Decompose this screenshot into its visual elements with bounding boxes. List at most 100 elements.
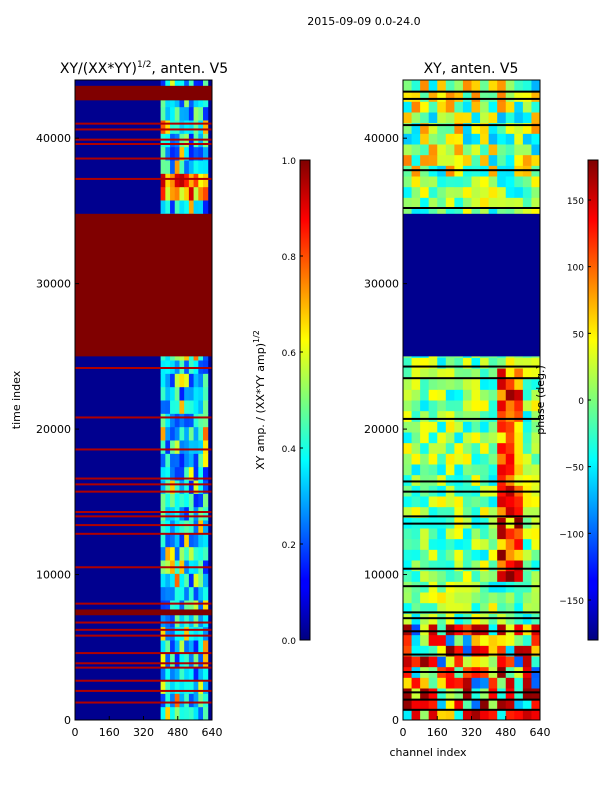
right-heatmap-cell [445, 496, 455, 508]
right-heatmap-cell [480, 112, 490, 124]
left-flag-row [75, 532, 212, 535]
left-heatmap-cell [165, 653, 171, 668]
right-ytick-label: 0 [392, 714, 399, 727]
right-heatmap-cell [497, 570, 507, 582]
right-heatmap-cell [531, 560, 540, 572]
left-heatmap-cell [170, 466, 176, 481]
right-flag-row [403, 708, 540, 711]
right-heatmap-cell [420, 208, 430, 220]
right-heatmap-cell [411, 400, 421, 412]
left-heatmap-cell [165, 453, 171, 468]
left-heatmap-cell [203, 186, 209, 201]
right-heatmap-cell [454, 538, 464, 550]
left-heatmap-cell [198, 186, 204, 201]
right-heatmap-cell [497, 176, 507, 188]
right-heatmap-cell [488, 101, 498, 113]
left-heatmap-cell [165, 186, 171, 201]
right-heatmap-cell [437, 538, 447, 550]
right-heatmap-cell [462, 496, 472, 508]
right-heatmap-cell [522, 101, 532, 113]
left-heatmap-cell [188, 440, 195, 454]
right-heatmap-cell [454, 432, 464, 444]
left-heatmap-cell [160, 373, 166, 388]
right-heatmap-cell [411, 357, 421, 369]
right-panel-title: XY, anten. V5 [424, 61, 519, 77]
right-heatmap-cell [505, 528, 515, 540]
left-heatmap-cell [203, 373, 209, 388]
right-heatmap-cell [411, 389, 421, 401]
left-heatmap-cell [203, 466, 209, 481]
right-heatmap-cell [403, 453, 413, 465]
right-heatmap-cell [522, 688, 532, 700]
left-heatmap-cell [193, 533, 199, 548]
right-heatmap-cell [428, 133, 438, 145]
right-heatmap-cell [403, 101, 413, 113]
right-heatmap-cell [505, 432, 515, 444]
right-heatmap-cell [531, 506, 540, 518]
left-heatmap-cell [188, 613, 195, 628]
right-heatmap-cell [488, 570, 498, 582]
left-heatmap-cell [193, 466, 199, 481]
right-heatmap-cell [471, 368, 481, 380]
left-heatmap-cell [188, 120, 195, 134]
right-heatmap-cell [437, 421, 447, 433]
left-heatmap-cell [203, 506, 209, 521]
right-heatmap-cell [428, 645, 438, 657]
left-heatmap-cell [203, 146, 209, 161]
left-heatmap-cell [165, 706, 171, 720]
right-heatmap-cell [505, 154, 515, 166]
left-heatmap-cell [170, 186, 176, 201]
left-cb-tick-label: 1.0 [282, 157, 297, 167]
right-heatmap-cell [462, 624, 472, 636]
left-heatmap-cell [179, 480, 185, 494]
right-heatmap-cell [488, 506, 498, 518]
left-heatmap-cell [174, 160, 180, 174]
right-heatmap-cell [428, 410, 438, 422]
left-heatmap-cell [184, 640, 190, 654]
right-heatmap-cell [445, 389, 455, 401]
right-heatmap-cell [497, 453, 507, 465]
right-heatmap-cell [462, 112, 472, 124]
right-heatmap-cell [403, 506, 413, 518]
right-heatmap-cell [497, 442, 507, 454]
right-heatmap-cell [445, 656, 455, 668]
right-heatmap-cell [488, 410, 498, 422]
left-heatmap-cell [203, 413, 209, 428]
right-heatmap-cell [522, 80, 532, 92]
right-heatmap-cell [445, 421, 455, 433]
left-ytick-label: 40000 [36, 132, 71, 145]
right-heatmap-cell [462, 538, 472, 550]
right-heatmap-cell [480, 442, 490, 454]
right-colorbar-ticks: −150 −100 −50 0 50 100 150 [559, 197, 591, 607]
right-heatmap-cell [471, 496, 481, 508]
right-heatmap-cell [488, 176, 498, 188]
left-heatmap-cell [193, 706, 199, 720]
right-heatmap-cell [420, 154, 430, 166]
right-heatmap-cell [437, 506, 447, 518]
right-heatmap-cell [488, 80, 498, 92]
right-cb-tick-label: 0 [578, 397, 584, 407]
right-cb-tick-label: −100 [559, 530, 584, 540]
right-heatmap-cell [497, 464, 507, 476]
right-heatmap-cell [471, 176, 481, 188]
right-heatmap-cell [480, 186, 490, 198]
left-heatmap-cell [198, 706, 204, 720]
right-heatmap-cell [531, 101, 540, 113]
left-heatmap-cell [184, 533, 190, 548]
right-heatmap-cell [462, 410, 472, 422]
right-heatmap-cell [420, 634, 430, 646]
left-heatmap-cell [198, 680, 204, 694]
right-heatmap-cell [462, 357, 472, 369]
left-heatmap-cell [160, 173, 166, 188]
right-heatmap-cell [437, 176, 447, 188]
right-heatmap-cell [522, 549, 532, 561]
right-heatmap-cell [420, 506, 430, 518]
left-heatmap-cell [193, 613, 199, 628]
right-heatmap-cell [471, 592, 481, 604]
right-heatmap-cell [445, 688, 455, 700]
left-heatmap-cell [170, 573, 176, 588]
right-heatmap-cell [428, 112, 438, 124]
right-heatmap-cell [428, 197, 438, 209]
right-heatmap-cell [437, 549, 447, 561]
right-heatmap-cell [420, 176, 430, 188]
